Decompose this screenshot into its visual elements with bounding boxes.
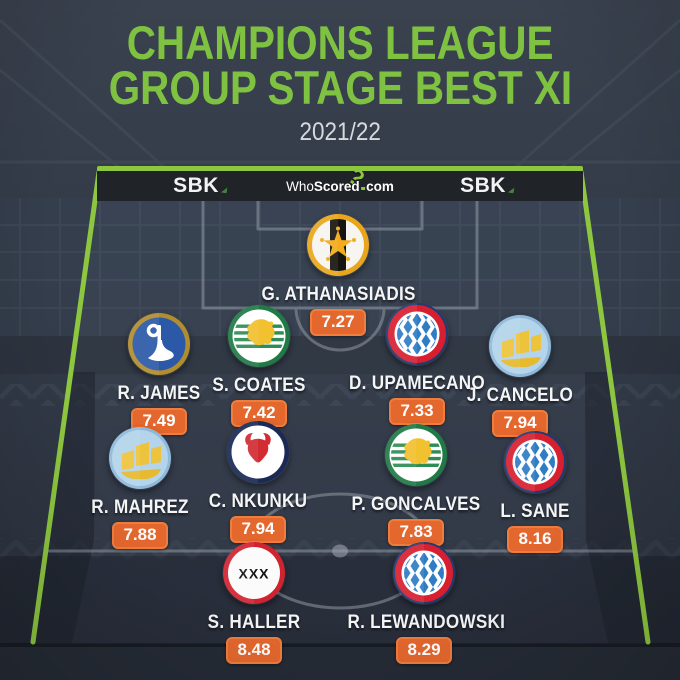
player-rating-badge: 8.48 [226, 637, 282, 664]
player-name: C. NKUNKU [208, 491, 308, 512]
chelsea-crest-icon [127, 312, 191, 376]
player-card[interactable]: C. NKUNKU 7.94 [173, 420, 343, 543]
sponsor-bar: SBK SBK WhoScored com ? [97, 162, 583, 201]
player-name: J. CANCELO [466, 385, 574, 406]
player-name: S. COATES [212, 375, 306, 396]
player-name: L. SANE [500, 501, 570, 522]
whoscored-logo[interactable]: WhoScored com ? [286, 162, 394, 194]
bayern-crest-icon [385, 302, 449, 366]
mancity-crest-icon [108, 426, 172, 490]
sbk-logo-right: SBK [460, 174, 514, 198]
sbk-logo-left: SBK [173, 174, 227, 198]
title-line-1: CHAMPIONS LEAGUE [126, 16, 554, 69]
title-line-2: GROUP STAGE BEST XI [108, 61, 572, 114]
player-name: R. LEWANDOWSKI [347, 612, 506, 633]
sheriff-crest-icon [306, 213, 370, 277]
mancity-crest-icon [488, 314, 552, 378]
player-card[interactable]: R. LEWANDOWSKI 8.29 [339, 541, 509, 664]
leipzig-crest-icon [226, 420, 290, 484]
sporting-crest-icon [384, 423, 448, 487]
player-name: R. MAHREZ [91, 497, 189, 518]
player-card[interactable]: R. MAHREZ 7.88 [55, 426, 225, 549]
player-card[interactable]: S. COATES 7.42 [174, 304, 344, 427]
season-label: 2021/22 [299, 118, 381, 146]
ajax-crest-icon: XXX [222, 541, 286, 605]
player-rating-badge: 7.88 [112, 522, 168, 549]
player-name: S. HALLER [207, 612, 301, 633]
bayern-crest-icon [392, 541, 456, 605]
player-rating-badge: 8.29 [396, 637, 452, 664]
player-card[interactable]: XXX S. HALLER 8.48 [169, 541, 339, 664]
sporting-crest-icon [227, 304, 291, 368]
page-title: CHAMPIONS LEAGUE GROUP STAGE BEST XI 202… [0, 16, 680, 147]
player-card[interactable]: L. SANE 8.16 [450, 430, 620, 553]
player-rating-badge: 8.16 [507, 526, 563, 553]
logo-dot-icon [361, 186, 365, 190]
bayern-crest-icon [503, 430, 567, 494]
player-rating-badge: 7.94 [230, 516, 286, 543]
player-card[interactable]: J. CANCELO 7.94 [435, 314, 605, 437]
